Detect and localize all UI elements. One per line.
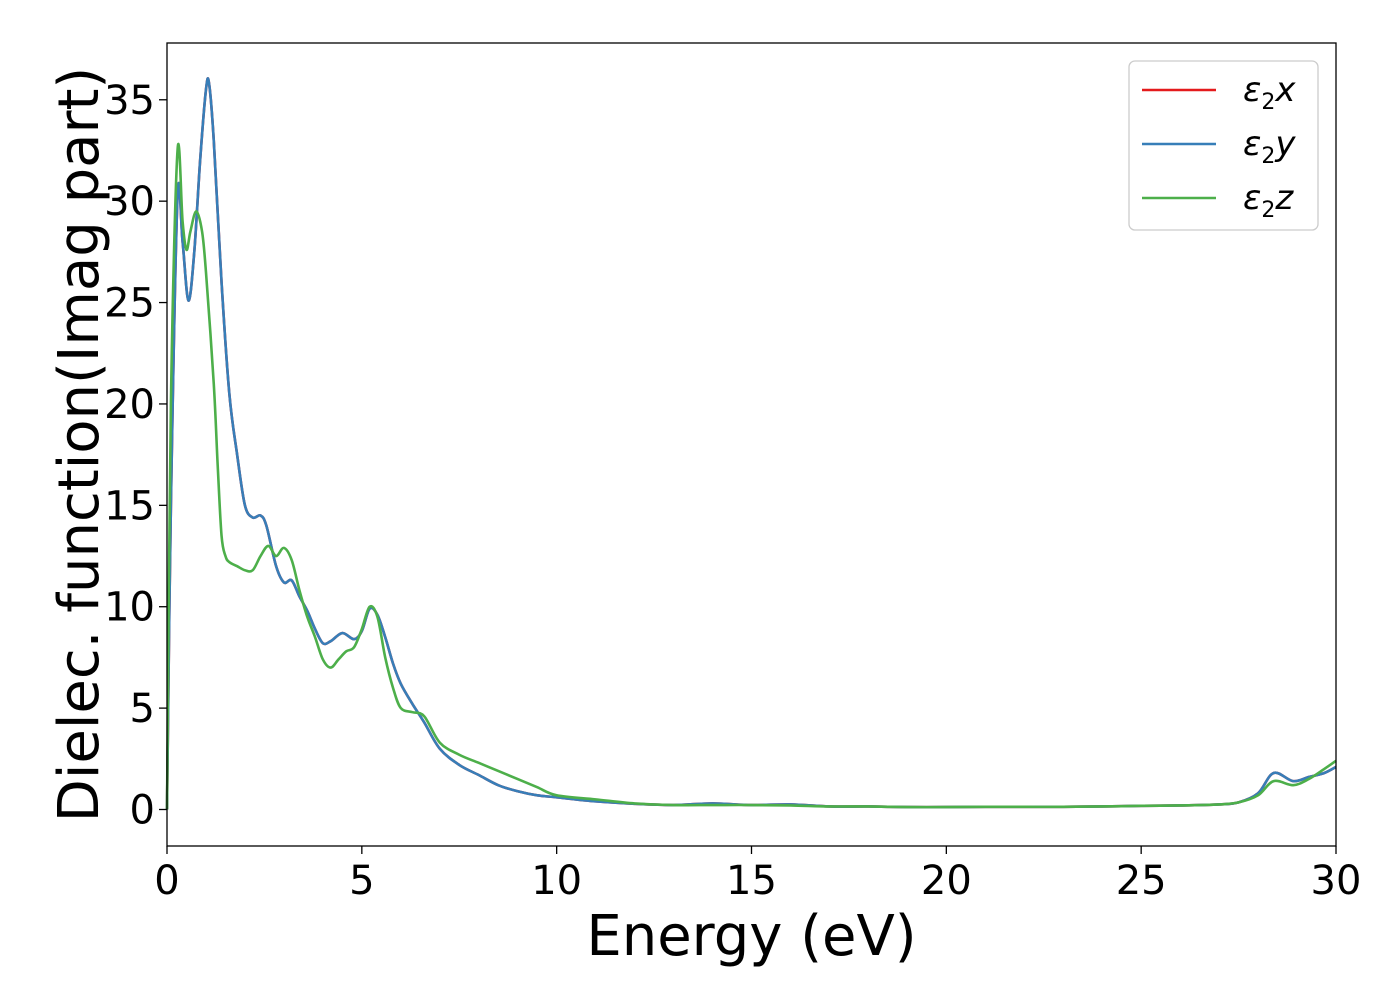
x-axis-label: Energy (eV) [586, 904, 916, 969]
x-tick-label: 0 [154, 858, 179, 904]
y-tick-label: 5 [130, 686, 155, 732]
x-tick-label: 20 [921, 858, 972, 904]
y-axis-label: Dielec. function(Imag part) [47, 67, 112, 823]
y-tick-label: 35 [104, 78, 155, 124]
x-tick-label: 15 [726, 858, 777, 904]
x-tick-label: 25 [1116, 858, 1167, 904]
y-tick-label: 30 [104, 179, 155, 225]
y-tick-label: 0 [130, 788, 155, 834]
plot-lines [165, 77, 1337, 810]
legend-label-x: ε2x [1243, 70, 1296, 115]
legend-label-z: ε2z [1243, 178, 1294, 223]
y-axis-ticks: 0 5 10 15 20 25 30 35 [104, 78, 167, 834]
x-tick-label: 10 [531, 858, 582, 904]
legend-label-y: ε2y [1243, 124, 1296, 169]
y-tick-label: 10 [104, 585, 155, 631]
legend: ε2x ε2y ε2z [1128, 60, 1319, 231]
y-tick-label: 15 [104, 483, 155, 529]
legend-box [1128, 60, 1319, 231]
x-tick-label: 30 [1311, 858, 1362, 904]
series-line-z [165, 142, 1337, 810]
y-tick-label: 25 [104, 281, 155, 327]
y-tick-label: 20 [104, 382, 155, 428]
x-tick-label: 5 [349, 858, 374, 904]
x-axis-ticks: 0 5 10 15 20 25 30 [154, 846, 1361, 904]
